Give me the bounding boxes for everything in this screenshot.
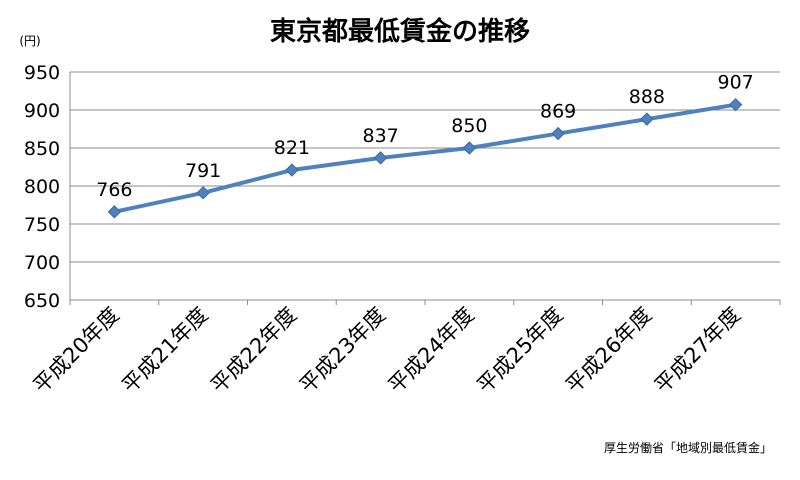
data-label: 791 [185,160,221,182]
data-label: 850 [451,115,487,137]
data-point-marker [373,151,388,165]
x-tick-label: 平成24年度 [384,303,479,398]
data-point-marker [107,205,122,219]
x-tick-label: 平成22年度 [206,303,301,398]
data-point-marker [285,163,299,177]
data-point-marker [462,141,477,155]
chart-title: 東京都最低賃金の推移 [270,16,530,47]
y-tick-label: 850 [24,138,60,160]
data-label: 907 [717,72,753,94]
y-tick-label: 750 [24,214,60,236]
x-tick-layer: 平成20年度平成21年度平成22年度平成23年度平成24年度平成25年度平成26… [29,303,746,398]
data-label: 837 [362,125,398,147]
series-line [112,102,738,214]
data-label-layer: 766 791 821 837 850 869 888 907 [96,72,754,201]
data-point-marker [551,126,565,141]
x-tick-label: 平成23年度 [295,303,390,398]
x-tick-label: 平成25年度 [472,303,567,398]
series-layer [107,97,743,219]
x-tick-label: 平成20年度 [29,303,124,398]
y-tick-label: 650 [24,290,60,312]
y-unit-label: (円) [19,34,40,48]
data-label: 888 [629,86,665,108]
y-tick-label: 800 [24,176,60,198]
y-tick-label: 950 [24,62,60,84]
x-tick-label: 平成26年度 [561,303,656,398]
data-label: 766 [96,179,132,201]
x-tick-label: 平成27年度 [650,303,745,398]
y-tick-layer: 650 700 750 800 850 900 950 [24,62,60,312]
y-tick-label: 700 [24,252,60,274]
data-label: 821 [274,137,310,159]
data-point-marker [196,186,210,200]
data-point-marker [728,97,743,112]
axis-layer [69,72,781,305]
x-tick-label: 平成21年度 [117,303,212,398]
source-note: 厚生労働省「地域別最低賃金」 [604,440,772,455]
data-label: 869 [540,101,576,123]
data-point-marker [640,112,654,126]
grid-layer [70,71,780,263]
y-tick-label: 900 [24,100,60,122]
